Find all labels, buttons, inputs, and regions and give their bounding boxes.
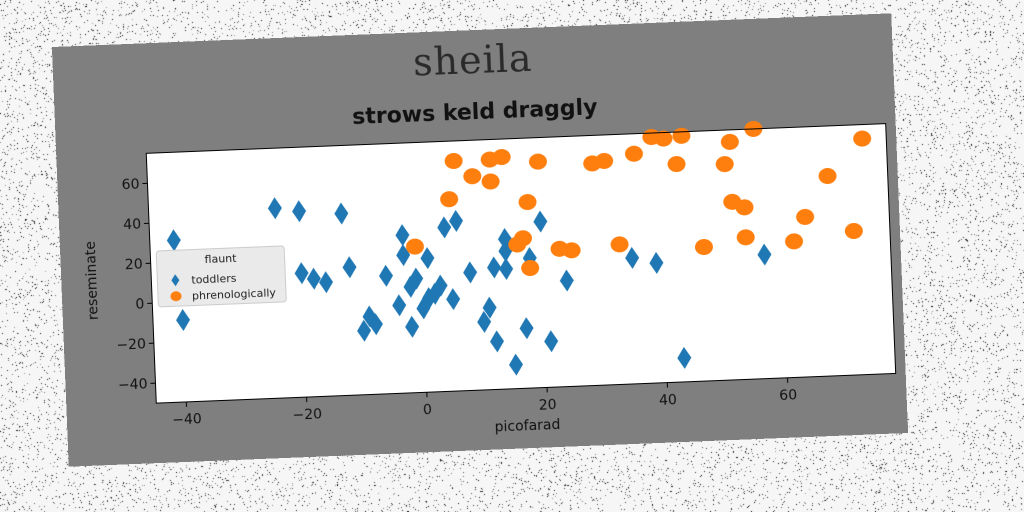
y-tick-label: 20 [125,257,143,274]
point-toddlers [416,297,431,320]
point-toddlers [403,275,418,298]
point-phrenologically [562,242,581,259]
x-tick-label: 0 [423,402,433,418]
point-toddlers [490,330,505,353]
point-toddlers [294,262,309,285]
point-phrenologically [405,238,424,255]
point-toddlers [267,197,282,220]
point-phrenologically [785,233,804,250]
point-toddlers [677,346,692,369]
point-toddlers [625,246,640,269]
point-toddlers [342,256,357,279]
legend-box [155,245,287,308]
point-toddlers [477,310,492,333]
point-toddlers [379,264,393,287]
point-toddlers [482,296,497,319]
point-toddlers [437,216,452,239]
legend-title: flaunt [204,252,237,266]
point-phrenologically [444,152,463,169]
point-toddlers [306,267,321,290]
legend-entry-toddlers: toddlers [191,272,237,287]
point-phrenologically [667,156,686,173]
scatter-chart: −40 −20 0 20 40 60 −40 −20 0 20 40 60 picofarad resem… [83,120,897,436]
point-phrenologically [518,194,537,211]
plot-frame [145,123,897,404]
point-toddlers [433,274,448,297]
x-tick-label: 20 [539,397,557,414]
point-toddlers [409,267,424,290]
point-phrenologically [595,152,614,169]
point-toddlers [519,317,534,340]
point-toddlers [392,294,407,317]
point-phrenologically [481,173,500,190]
point-phrenologically [654,130,673,147]
x-tick-label: 40 [659,392,677,409]
point-toddlers [649,251,664,274]
figure: sheila strows keld draggly −40 −20 0 20 40 60… [51,13,909,467]
point-toddlers [166,229,181,252]
y-axis-label: reseminate [83,241,102,321]
point-toddlers [319,271,334,294]
point-toddlers [757,243,772,266]
point-phrenologically [844,222,863,239]
point-phrenologically [440,191,459,208]
point-phrenologically [528,153,547,170]
point-phrenologically [463,168,482,185]
point-phrenologically [624,145,643,162]
point-toddlers [509,353,524,376]
point-toddlers [422,287,437,310]
point-toddlers [357,319,372,342]
plot-area [146,123,896,404]
x-axis-label: picofarad [494,417,560,436]
point-toddlers [487,256,502,279]
point-toddlers [292,200,307,223]
point-toddlers [533,210,548,233]
legend-entry-phrenologically: phrenologically [192,286,277,302]
point-phrenologically [521,260,540,277]
point-toddlers [446,288,461,311]
x-tick-label: −20 [292,406,322,423]
y-tick-label: −20 [116,336,146,353]
point-toddlers [463,261,478,284]
y-tick-label: 60 [121,177,139,194]
point-toddlers [395,224,410,247]
point-phrenologically [610,236,629,253]
point-toddlers [368,313,383,336]
point-phrenologically [492,149,511,166]
y-tick-label: 0 [135,297,145,313]
point-toddlers [498,239,513,262]
point-phrenologically [720,133,739,150]
point-phrenologically [818,167,837,185]
point-toddlers [420,247,435,270]
point-phrenologically [736,229,755,246]
x-tick-label: −40 [172,411,202,428]
point-phrenologically [735,199,754,216]
point-phrenologically [694,239,713,256]
x-tick-label: 60 [779,387,797,404]
point-toddlers [405,315,420,338]
data-points [166,120,872,376]
point-toddlers [176,308,191,331]
y-tick-label: −40 [118,376,148,393]
y-tick-label: 40 [123,217,141,234]
point-toddlers [544,330,559,353]
point-toddlers [499,257,514,280]
point-toddlers [334,202,349,225]
point-toddlers [559,269,574,292]
point-phrenologically [715,156,734,173]
point-toddlers [427,282,442,305]
legend-marker-phrenologically [170,291,182,302]
point-toddlers [449,209,464,232]
point-toddlers [396,244,411,267]
point-phrenologically [796,208,815,225]
point-phrenologically [513,230,532,247]
legend-marker-toddlers [171,274,180,287]
point-phrenologically [853,130,872,147]
